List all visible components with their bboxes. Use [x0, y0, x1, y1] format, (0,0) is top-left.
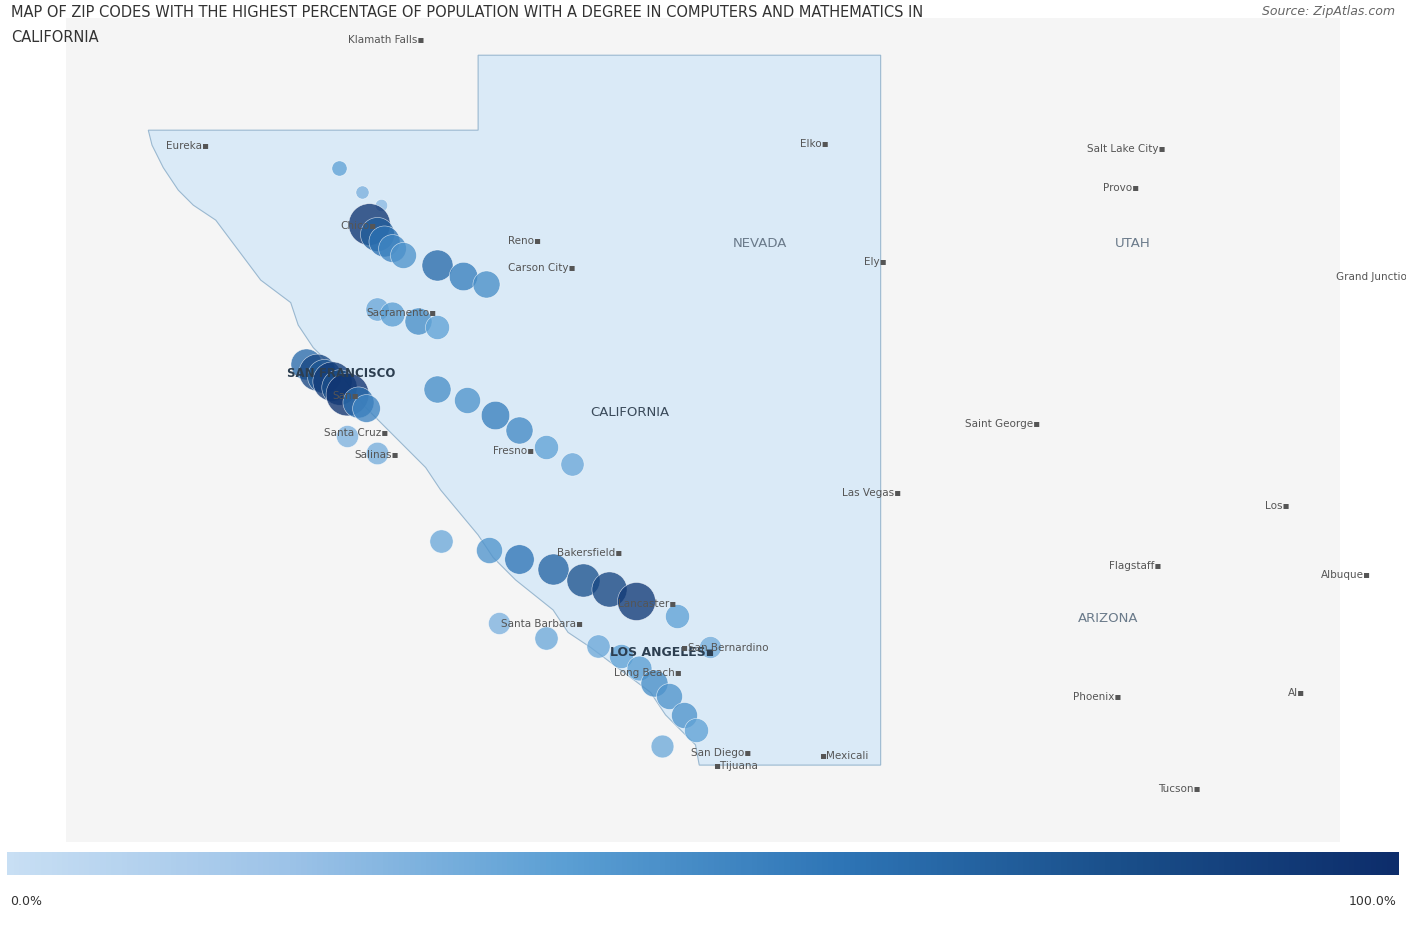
Point	[305, 365, 328, 380]
Text: San▪: San▪	[333, 390, 360, 401]
Text: 100.0%: 100.0%	[1348, 894, 1396, 907]
Text: ▪San Bernardino: ▪San Bernardino	[681, 642, 768, 652]
Point	[609, 650, 631, 665]
Point	[366, 301, 388, 316]
Text: Las Vegas▪: Las Vegas▪	[842, 488, 901, 498]
Text: Grand Junction▪: Grand Junction▪	[1337, 271, 1406, 282]
Point	[624, 593, 647, 608]
Text: Ely▪: Ely▪	[865, 257, 887, 267]
Text: SAN FRANCISCO: SAN FRANCISCO	[287, 366, 395, 379]
Point	[451, 270, 474, 285]
Text: Saint George▪: Saint George▪	[966, 418, 1040, 428]
Point	[628, 661, 651, 676]
Text: Los▪: Los▪	[1265, 501, 1289, 510]
Text: Elko▪: Elko▪	[800, 139, 830, 149]
Point	[508, 423, 530, 438]
Point	[484, 408, 506, 423]
Text: Albuque▪: Albuque▪	[1322, 569, 1371, 579]
Point	[426, 258, 449, 273]
Text: Sacramento▪: Sacramento▪	[367, 307, 436, 317]
Point	[314, 369, 336, 384]
Point	[426, 320, 449, 335]
Text: Lancaster▪: Lancaster▪	[619, 598, 676, 608]
Text: Santa Barbara▪: Santa Barbara▪	[501, 619, 582, 629]
Point	[456, 393, 478, 408]
Point	[488, 616, 510, 631]
Point	[294, 358, 316, 373]
Point	[699, 640, 721, 655]
Point	[572, 573, 595, 588]
Text: Carson City▪: Carson City▪	[508, 263, 575, 273]
Point	[336, 429, 359, 444]
Text: CALIFORNIA: CALIFORNIA	[591, 405, 669, 418]
Polygon shape	[66, 19, 1340, 842]
Point	[354, 401, 377, 416]
Point	[508, 552, 530, 567]
Point	[643, 676, 665, 691]
Text: Bakersfield▪: Bakersfield▪	[557, 548, 621, 558]
Text: NEVADA: NEVADA	[733, 237, 787, 250]
Text: Tucson▪: Tucson▪	[1159, 783, 1201, 794]
Polygon shape	[148, 56, 880, 766]
Point	[350, 185, 373, 200]
Point	[673, 708, 696, 723]
Text: Phoenix▪: Phoenix▪	[1073, 692, 1121, 701]
Text: Chico▪: Chico▪	[340, 221, 377, 231]
Point	[561, 457, 583, 472]
Point	[370, 198, 392, 213]
Text: Flagstaff▪: Flagstaff▪	[1109, 561, 1161, 570]
Point	[478, 543, 501, 558]
Text: Salt Lake City▪: Salt Lake City▪	[1087, 144, 1166, 154]
Point	[373, 234, 395, 249]
Text: LOS ANGELES▪: LOS ANGELES▪	[610, 645, 714, 658]
Point	[328, 380, 350, 395]
Point	[685, 723, 707, 738]
Point	[328, 161, 350, 176]
Point	[366, 227, 388, 241]
Text: ▪Mexicali: ▪Mexicali	[820, 751, 869, 761]
Text: ▪Tijuana: ▪Tijuana	[713, 760, 758, 770]
Point	[381, 307, 404, 322]
Point	[347, 395, 370, 410]
Point	[598, 582, 620, 597]
Text: Fresno▪: Fresno▪	[494, 445, 534, 455]
Point	[406, 314, 429, 329]
Text: Eureka▪: Eureka▪	[166, 141, 209, 151]
Point	[359, 217, 381, 232]
Text: ARIZONA: ARIZONA	[1078, 611, 1139, 624]
Text: UTAH: UTAH	[1115, 237, 1152, 250]
Point	[541, 562, 564, 577]
Point	[321, 374, 343, 389]
Text: Long Beach▪: Long Beach▪	[614, 667, 682, 678]
Point	[366, 446, 388, 461]
Point	[534, 440, 557, 455]
Text: CALIFORNIA: CALIFORNIA	[11, 30, 98, 45]
Point	[651, 739, 673, 754]
Text: Klamath Falls▪: Klamath Falls▪	[349, 35, 425, 45]
Text: Al▪: Al▪	[1288, 688, 1305, 697]
Text: Santa Cruz▪: Santa Cruz▪	[325, 428, 388, 438]
Text: Salinas▪: Salinas▪	[354, 449, 399, 460]
Point	[665, 608, 688, 623]
Text: 0.0%: 0.0%	[10, 894, 42, 907]
Point	[658, 689, 681, 704]
Point	[586, 638, 609, 653]
Point	[336, 388, 359, 402]
Point	[474, 277, 496, 292]
Text: San Diego▪: San Diego▪	[690, 747, 751, 757]
Point	[381, 241, 404, 256]
Point	[392, 249, 415, 264]
Point	[426, 382, 449, 397]
Text: MAP OF ZIP CODES WITH THE HIGHEST PERCENTAGE OF POPULATION WITH A DEGREE IN COMP: MAP OF ZIP CODES WITH THE HIGHEST PERCEN…	[11, 5, 924, 20]
Text: Provo▪: Provo▪	[1104, 183, 1139, 193]
Text: Reno▪: Reno▪	[508, 235, 541, 245]
Point	[429, 534, 451, 548]
Point	[534, 631, 557, 646]
Text: Source: ZipAtlas.com: Source: ZipAtlas.com	[1261, 5, 1395, 18]
